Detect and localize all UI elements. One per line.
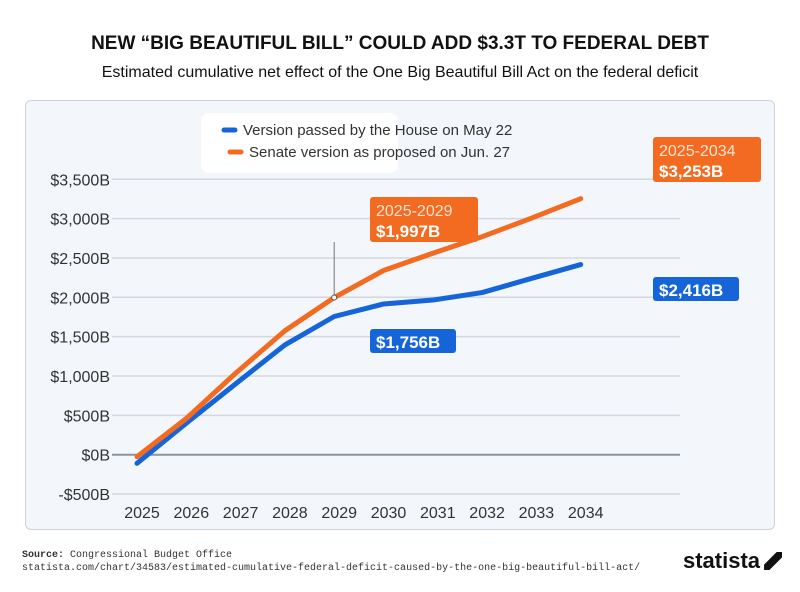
annotation-period: 2025-2034 xyxy=(659,143,736,160)
series-line-0 xyxy=(134,262,584,466)
source-text: Congressional Budget Office xyxy=(70,550,233,561)
annotation-marker xyxy=(331,294,338,301)
source-url[interactable]: statista.com/chart/34583/estimated-cumul… xyxy=(22,563,641,574)
y-tick-label: $2,500B xyxy=(50,251,110,268)
y-tick-label: $0B xyxy=(82,448,110,465)
x-tick-label: 2026 xyxy=(174,505,210,522)
annotation-value: $1,997B xyxy=(376,222,440,241)
x-tick-label: 2025 xyxy=(124,505,160,522)
annotation-value: $2,416B xyxy=(659,281,723,300)
statista-logo: statista xyxy=(683,548,783,574)
x-tick-label: 2031 xyxy=(420,505,456,522)
annotation-value: $1,756B xyxy=(376,333,440,352)
annotation-box xyxy=(370,197,478,242)
y-tick-label: $500B xyxy=(64,408,110,425)
statista-logo-icon xyxy=(764,552,783,570)
source-note: Source: Congressional Budget Office stat… xyxy=(22,549,640,575)
annotation-box xyxy=(653,277,739,301)
chart-subtitle: Estimated cumulative net effect of the O… xyxy=(101,64,699,81)
annotation-period: 2025-2029 xyxy=(376,203,453,220)
y-tick-label: $2,000B xyxy=(50,290,110,307)
legend-label: Version passed by the House on May 22 xyxy=(243,122,512,139)
legend-label: Senate version as proposed on Jun. 27 xyxy=(249,144,510,161)
x-tick-label: 2032 xyxy=(469,505,505,522)
annotation-box xyxy=(370,329,456,353)
series-line-1 xyxy=(134,196,584,460)
logo-text: statista xyxy=(683,548,761,573)
x-tick-label: 2027 xyxy=(223,505,259,522)
chart-title: NEW “BIG BEAUTIFUL BILL” COULD ADD $3.3T… xyxy=(91,33,709,54)
annotation-value: $3,253B xyxy=(659,162,723,181)
y-tick-label: $3,000B xyxy=(50,212,110,229)
legend-box xyxy=(201,113,398,173)
chart-frame xyxy=(25,100,775,530)
annotation-box xyxy=(653,137,761,182)
x-tick-label: 2028 xyxy=(272,505,308,522)
y-tick-label: $3,500B xyxy=(50,172,110,189)
x-tick-label: 2029 xyxy=(321,505,357,522)
y-tick-label: -$500B xyxy=(58,487,110,504)
y-tick-label: $1,500B xyxy=(50,330,110,347)
y-tick-label: $1,000B xyxy=(50,369,110,386)
x-tick-label: 2030 xyxy=(371,505,407,522)
x-tick-label: 2034 xyxy=(568,505,604,522)
x-tick-label: 2033 xyxy=(519,505,555,522)
source-label: Source: xyxy=(22,550,65,561)
